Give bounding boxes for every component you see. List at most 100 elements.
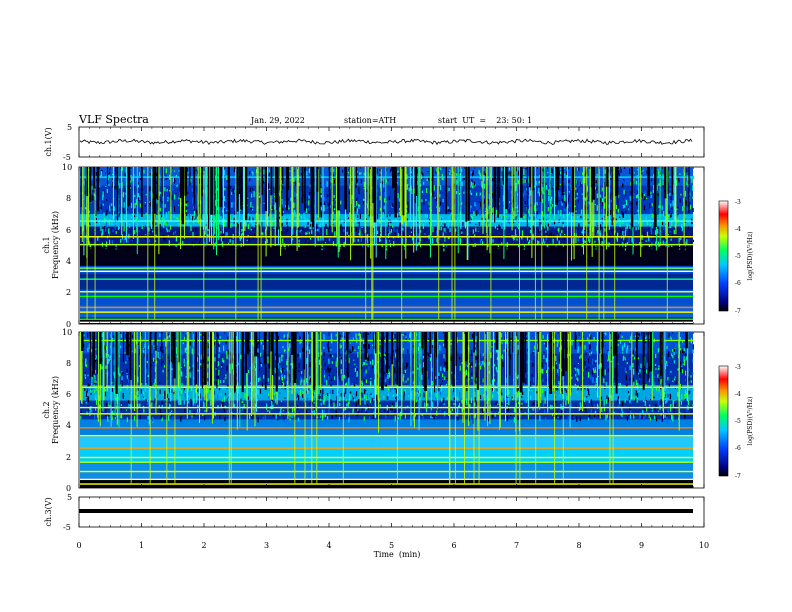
- spectral-speckle: [213, 407, 215, 412]
- spectral-speckle: [681, 363, 683, 367]
- spectral-speckle: [218, 353, 220, 359]
- spectral-speckle: [257, 390, 260, 395]
- spectral-speckle: [402, 375, 404, 382]
- spectral-speckle: [185, 205, 187, 210]
- spectral-speckle: [308, 365, 310, 367]
- spectral-speckle: [233, 355, 235, 359]
- spectral-speckle: [509, 181, 511, 184]
- spectral-speckle: [637, 216, 639, 222]
- spectral-speckle: [332, 355, 334, 357]
- spectral-speckle: [568, 190, 570, 193]
- spectral-speckle: [217, 174, 219, 177]
- spectral-speckle: [172, 186, 174, 191]
- spectral-speckle: [432, 382, 434, 387]
- spectral-speckle: [596, 173, 598, 177]
- spectral-speckle: [366, 404, 368, 406]
- spectral-speckle: [526, 193, 528, 196]
- spectral-speckle: [250, 202, 252, 208]
- spectral-speckle: [570, 369, 572, 375]
- spectral-speckle: [109, 405, 111, 409]
- spectral-speckle: [668, 199, 670, 205]
- spectral-speckle: [556, 235, 558, 241]
- spectral-speckle: [225, 374, 227, 380]
- dark-gap: [238, 167, 241, 194]
- spectral-speckle: [481, 361, 483, 364]
- spectral-speckle: [629, 168, 631, 174]
- spectral-speckle: [653, 219, 655, 221]
- spectral-speckle: [439, 184, 441, 191]
- spectral-speckle: [151, 416, 154, 422]
- spectral-speckle: [294, 191, 296, 197]
- ch1-spec-ytick: 6: [66, 226, 71, 235]
- spectral-speckle: [231, 192, 233, 195]
- spectral-speckle: [91, 349, 93, 352]
- spectral-speckle: [543, 217, 545, 221]
- spectral-speckle: [122, 372, 124, 375]
- spectral-speckle: [87, 383, 89, 389]
- spectral-speckle: [560, 410, 563, 415]
- spectral-speckle: [159, 174, 161, 176]
- spectral-speckle: [186, 213, 188, 216]
- spectral-speckle: [149, 186, 151, 192]
- spectral-speckle: [229, 352, 231, 354]
- sferic: [331, 167, 333, 233]
- spectral-speckle: [471, 372, 473, 376]
- spectral-speckle: [523, 169, 525, 175]
- spectral-speckle: [291, 412, 293, 418]
- spectral-speckle: [106, 199, 108, 201]
- sferic: [296, 167, 298, 251]
- spectral-speckle: [555, 204, 557, 207]
- sferic: [235, 167, 237, 320]
- spectral-speckle: [355, 409, 357, 411]
- spectral-speckle: [167, 379, 169, 383]
- sferic: [638, 167, 640, 230]
- spectral-speckle: [225, 200, 227, 202]
- spectral-speckle: [605, 399, 608, 404]
- spectral-speckle: [281, 201, 283, 204]
- spectral-speckle: [346, 403, 348, 407]
- spectral-speckle: [262, 232, 264, 236]
- spectral-speckle: [254, 233, 256, 237]
- spectral-speckle: [259, 192, 261, 198]
- spectral-speckle: [223, 396, 225, 402]
- spectral-speckle: [281, 374, 283, 380]
- spectral-speckle: [670, 370, 672, 373]
- spectral-speckle: [391, 402, 394, 406]
- spectral-speckle: [501, 342, 503, 344]
- dark-gap: [115, 167, 117, 190]
- spectral-speckle: [683, 356, 685, 363]
- spectral-speckle: [233, 214, 235, 217]
- dark-gap: [152, 167, 155, 228]
- spectral-speckle: [409, 334, 411, 341]
- spectral-speckle: [565, 203, 567, 207]
- sferic: [486, 167, 488, 251]
- spectral-speckle: [185, 210, 187, 213]
- spectral-speckle: [233, 414, 235, 417]
- spectral-speckle: [510, 202, 512, 204]
- spectral-speckle: [173, 232, 175, 236]
- spectral-speckle: [630, 336, 632, 341]
- spectral-speckle: [591, 377, 593, 382]
- spectral-speckle: [283, 349, 286, 353]
- spectral-speckle: [447, 222, 449, 229]
- sferic: [452, 167, 454, 222]
- spectral-speckle: [530, 229, 532, 233]
- spectral-speckle: [306, 345, 308, 351]
- spectral-speckle: [108, 414, 110, 418]
- spectral-speckle: [253, 342, 255, 347]
- spectral-speckle: [424, 402, 426, 408]
- sferic: [336, 167, 338, 236]
- spectral-speckle: [302, 347, 304, 352]
- cb1-tick: -7: [735, 308, 741, 315]
- spectral-speckle: [429, 207, 431, 211]
- spectral-speckle: [387, 374, 389, 379]
- spectral-speckle: [646, 407, 648, 413]
- spectral-speckle: [309, 362, 311, 367]
- sferic: [203, 167, 205, 320]
- spectral-speckle: [609, 210, 611, 215]
- spectral-speckle: [441, 380, 444, 383]
- spectral-speckle: [378, 215, 380, 219]
- dark-gap: [505, 167, 508, 209]
- spectral-speckle: [387, 224, 390, 227]
- spectral-speckle: [668, 232, 670, 236]
